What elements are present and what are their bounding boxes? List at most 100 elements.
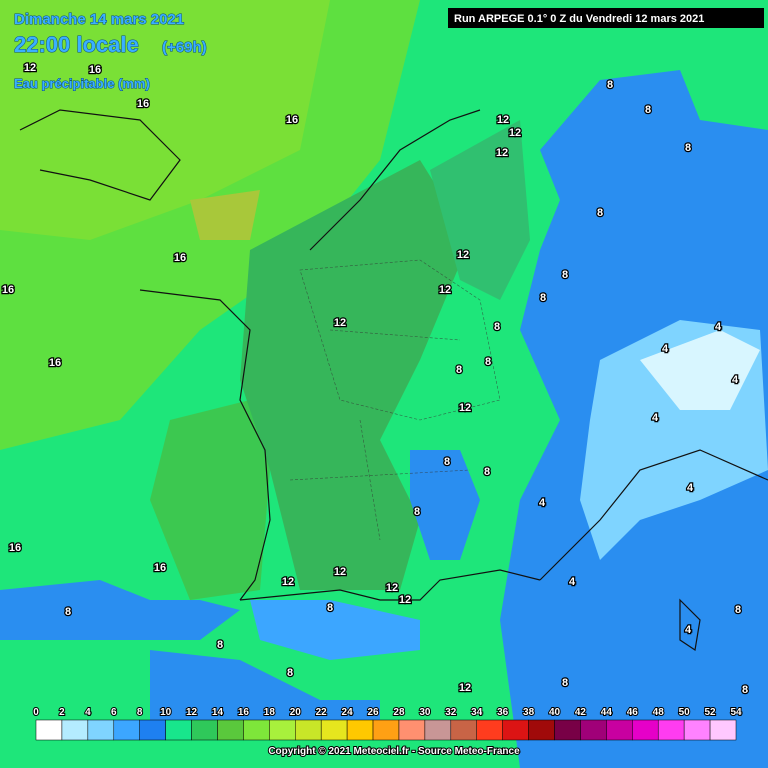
contour-label: 12	[459, 682, 471, 694]
contour-label: 8	[414, 506, 420, 518]
colorbar-tick-label: 32	[445, 707, 457, 718]
contour-label: 4	[732, 374, 739, 386]
run-info: Run ARPEGE 0.1° 0 Z du Vendredi 12 mars …	[454, 13, 704, 25]
colorbar-tick-label: 28	[393, 707, 405, 718]
contour-labels: 12 16161616161612121212121288888888812888…	[1, 61, 750, 698]
contour-label: 12	[334, 566, 346, 578]
colorbar-tick-label: 10	[160, 707, 172, 718]
colorbar-tick-label: 30	[419, 707, 431, 718]
run-info-box	[448, 8, 764, 28]
colorbar-swatch	[424, 719, 452, 741]
contour-label: 8	[287, 667, 293, 679]
contour-label: 4	[662, 343, 669, 355]
colorbar-tick-label: 6	[111, 707, 117, 718]
colorbar-swatch	[61, 719, 89, 741]
contour-label: 8	[562, 269, 568, 281]
contour-label: 16	[137, 98, 149, 110]
colorbar-tick-label: 24	[342, 707, 354, 718]
colorbar-swatch	[191, 719, 218, 741]
colorbar-swatch	[528, 719, 555, 741]
colorbar-swatch	[554, 719, 581, 741]
coastline-italy	[539, 449, 768, 581]
colorbar-tick-label: 18	[264, 707, 276, 718]
contour-label: 12	[282, 576, 294, 588]
contour-label: 8	[485, 356, 491, 368]
colorbar-swatch	[346, 719, 374, 741]
colorbar-tick-label: 12	[186, 707, 198, 718]
region-massif-central	[410, 450, 480, 560]
colorbar: 0 2 4 6 8 10 12 14 16 18 20 22 24 26 28 30 32 34 36 38 40 42 4…	[32, 706, 743, 741]
colorbar-swatch	[580, 719, 607, 741]
contour-label: 16	[9, 542, 21, 554]
contour-label: 8	[742, 684, 748, 696]
colorbar-swatch	[709, 719, 737, 741]
colorbar-tick-label: 36	[497, 707, 509, 718]
region-green	[150, 400, 270, 600]
colorbar-swatch	[87, 719, 115, 741]
contour-label: 12	[334, 317, 346, 329]
colorbar-tick-label: 2	[59, 707, 65, 718]
contour-label: 8	[685, 142, 691, 154]
region-blue-north	[580, 220, 768, 330]
contour-label: 8	[735, 604, 741, 616]
colorbar-tick-label: 48	[653, 707, 665, 718]
contour-label: 8	[607, 79, 613, 91]
colorbar-swatch	[35, 719, 63, 741]
colorbar-tick-label: 42	[575, 707, 587, 718]
contour-label: 8	[484, 466, 490, 478]
colorbar-swatch	[683, 719, 711, 741]
colorbar-swatch	[502, 719, 529, 741]
coastline-england	[19, 109, 181, 201]
contour-label: 12	[457, 249, 469, 261]
colorbar-tick-label: 50	[679, 707, 691, 718]
coastline-channel	[309, 109, 481, 251]
colorbar-swatch	[269, 719, 296, 741]
copyright: Copyright © 2021 Meteociel.fr - Source M…	[268, 746, 520, 757]
colorbar-tick-label: 44	[601, 707, 613, 718]
colorbar-swatch	[217, 719, 244, 741]
contour-label: 12	[24, 62, 36, 74]
contour-label: 12	[497, 114, 509, 126]
colorbar-tick-label: 14	[212, 707, 224, 718]
colorbar-tick-label: 8	[137, 707, 143, 718]
colorbar-tick-label: 54	[730, 707, 742, 718]
header-date: Dimanche 14 mars 2021	[14, 11, 184, 28]
contour-label: 4	[687, 482, 694, 494]
contour-label: 12	[399, 594, 411, 606]
colorbar-swatch	[606, 719, 633, 741]
region-alps-light	[640, 330, 760, 410]
contour-label: 4	[539, 497, 546, 509]
contour-label: 8	[540, 292, 546, 304]
colorbar-swatch	[139, 719, 166, 741]
colorbar-tick-label: 26	[367, 707, 379, 718]
header-lead: (+69h)	[162, 39, 207, 56]
colorbar-swatch	[320, 719, 348, 741]
header-time: 22:00 locale	[14, 32, 139, 57]
colorbar-swatch	[450, 719, 477, 741]
colorbar-tick-label: 0	[33, 707, 39, 718]
contour-label: 12	[509, 127, 521, 139]
contour-label: 16	[2, 284, 14, 296]
contour-label: 16	[49, 357, 61, 369]
contour-label: 8	[217, 639, 223, 651]
contour-label: 12	[386, 582, 398, 594]
colorbar-swatch	[113, 719, 140, 741]
contour-label: 12	[459, 402, 471, 414]
colorbar-tick-label: 16	[238, 707, 250, 718]
colorbar-tick-label: 46	[627, 707, 639, 718]
colorbar-tick-label: 38	[523, 707, 535, 718]
contour-label: 8	[494, 321, 500, 333]
region-olive	[190, 190, 260, 240]
colorbar-swatch	[295, 719, 322, 741]
region-pyrenees	[250, 600, 420, 660]
colorbar-swatch	[243, 719, 270, 741]
colorbar-swatch	[165, 719, 192, 741]
colorbar-tick-label: 20	[290, 707, 302, 718]
departments-borders	[289, 259, 501, 541]
contour-label: 8	[456, 364, 462, 376]
colorbar-tick-label: 34	[471, 707, 483, 718]
contour-label: 4	[685, 624, 692, 636]
contour-label: 4	[715, 321, 722, 333]
contour-label: 12	[496, 147, 508, 159]
colorbar-swatch	[372, 719, 400, 741]
